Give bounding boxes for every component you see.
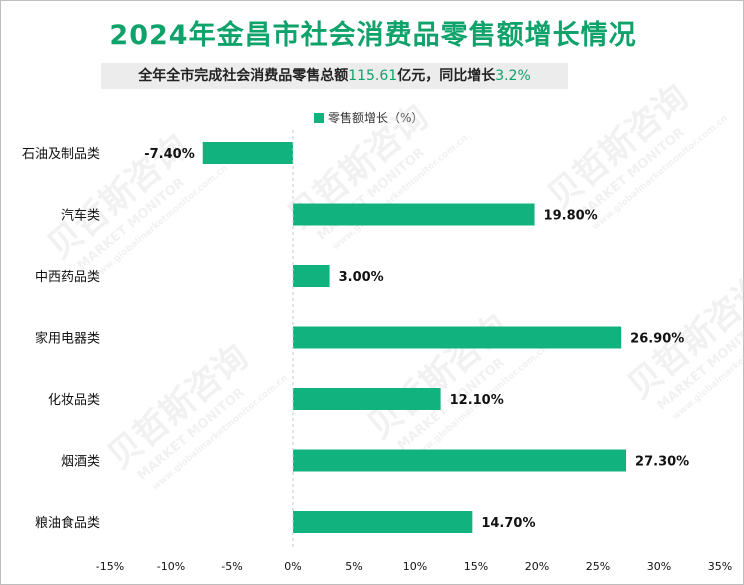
value-label: 12.10% <box>450 393 504 408</box>
x-tick-label: -15% <box>96 560 124 573</box>
bar <box>293 388 441 410</box>
bar <box>293 265 330 287</box>
subtitle-mid: 亿元，同比增长 <box>397 68 496 84</box>
bar-series <box>202 130 627 548</box>
chart-legend: 零售额增长（%） <box>314 109 423 126</box>
subtitle-prefix: 全年全市完成社会消费品零售总额 <box>138 68 349 84</box>
x-tick-label: 0% <box>284 560 301 573</box>
legend-label: 零售额增长（%） <box>328 111 424 125</box>
category-label: 中西药品类 <box>35 270 100 285</box>
category-label: 家用电器类 <box>35 331 100 347</box>
chart-subtitle: 全年全市完成社会消费品零售总额115.61亿元，同比增长3.2% <box>101 63 568 89</box>
bar <box>293 511 473 533</box>
chart-title: 2024年金昌市社会消费品零售额增长情况 <box>109 20 637 51</box>
value-label: 3.00% <box>339 270 384 285</box>
x-tick-label: 35% <box>708 560 732 573</box>
value-label: 26.90% <box>630 332 684 347</box>
x-tick-label: 15% <box>464 560 488 573</box>
category-label: 石油及制品类 <box>22 147 100 162</box>
x-tick-label: 30% <box>647 560 671 573</box>
value-label: -7.40% <box>144 147 195 162</box>
legend-swatch <box>314 112 324 123</box>
x-axis-ticks: -15% -10% -5% 0% 5% 10% 15% 20% 25% 30% 35% <box>96 560 732 573</box>
value-label: 27.30% <box>635 455 689 470</box>
bar <box>293 326 622 349</box>
value-labels: -7.40% 19.80% 3.00% 26.90% 12.10% 27.30% 14.70… <box>144 147 689 531</box>
subtitle-amount: 115.61 <box>348 68 398 84</box>
bar <box>293 203 535 226</box>
x-tick-label: -5% <box>221 560 242 573</box>
category-label: 烟酒类 <box>61 455 100 470</box>
bar <box>202 142 293 164</box>
x-tick-label: 10% <box>403 560 427 573</box>
bar <box>293 449 627 472</box>
x-tick-label: 25% <box>586 560 610 573</box>
x-tick-label: 20% <box>525 560 549 573</box>
value-label: 19.80% <box>544 209 598 224</box>
category-label: 粮油食品类 <box>35 515 100 531</box>
subtitle-growth: 3.2% <box>495 68 531 84</box>
x-tick-label: 5% <box>345 560 362 573</box>
x-tick-label: -10% <box>157 560 185 573</box>
category-label: 化妆品类 <box>48 393 100 408</box>
category-label: 汽车类 <box>61 208 100 224</box>
value-label: 14.70% <box>481 516 535 531</box>
